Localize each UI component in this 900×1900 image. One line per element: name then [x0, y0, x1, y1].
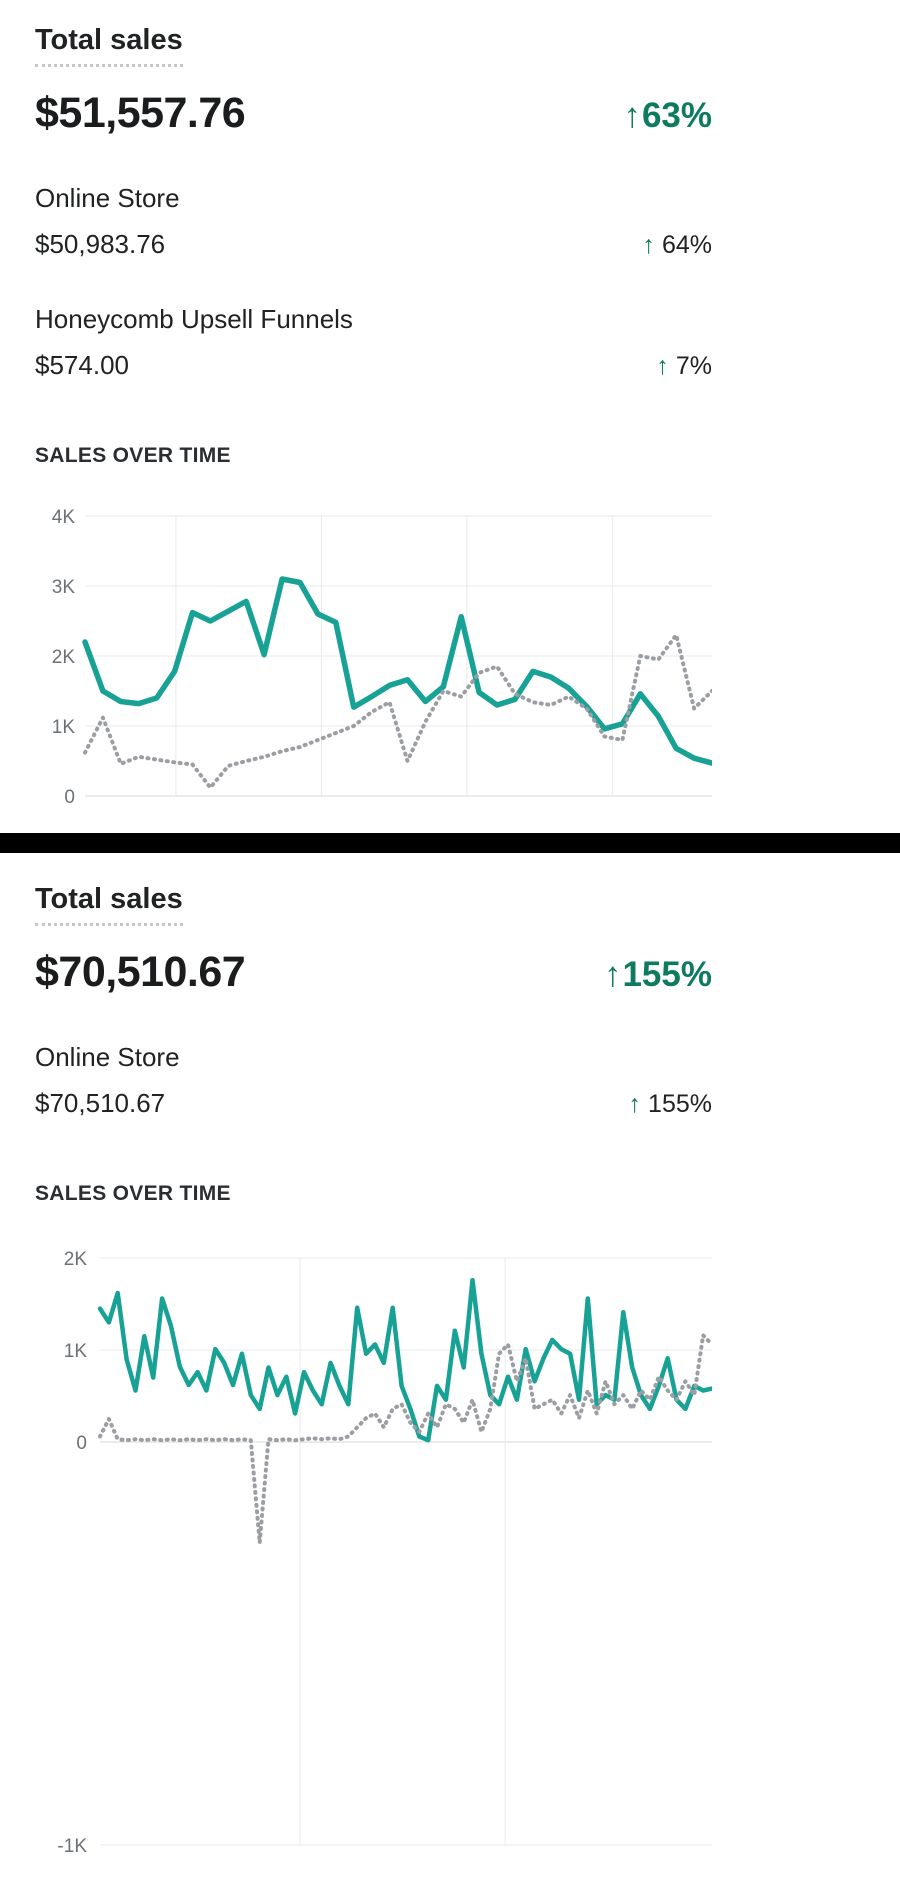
channel-value: $574.00	[35, 350, 129, 380]
channel-change-pct: 155%	[648, 1090, 712, 1118]
channel-label: Online Store	[35, 1042, 180, 1072]
channel-label: Honeycomb Upsell Funnels	[35, 304, 353, 334]
channel-change-badge: ↑ 7%	[656, 350, 712, 382]
channel-change-badge: ↑ 64%	[642, 229, 712, 261]
svg-text:2K: 2K	[52, 647, 76, 668]
total-sales-change-badge: ↑63%	[623, 96, 712, 136]
sales-over-time-chart-2[interactable]: 2K 1K 0 -1K	[35, 1240, 712, 1886]
up-arrow-icon: ↑	[642, 231, 655, 259]
panel-divider	[0, 833, 900, 853]
channel-metric-online-store: Online Store $70,510.67 ↑ 155%	[35, 1041, 712, 1120]
channel-change-badge: ↑ 155%	[629, 1088, 712, 1120]
svg-text:0: 0	[64, 787, 75, 808]
channel-value: $50,983.76	[35, 229, 166, 259]
total-sales-value: $51,557.76	[35, 89, 246, 137]
channel-metric-online-store: Online Store $50,983.76 ↑ 64%	[35, 182, 712, 261]
line-chart-2[interactable]: 2K 1K 0 -1K	[35, 1240, 712, 1886]
line-chart-1[interactable]: 4K 3K 2K 1K 0	[35, 502, 712, 817]
svg-text:2K: 2K	[64, 1249, 88, 1270]
sales-over-time-heading: SALES OVER TIME	[35, 1182, 231, 1205]
total-sales-title[interactable]: Total sales	[35, 883, 183, 926]
svg-text:3K: 3K	[52, 577, 76, 598]
total-sales-headline: $70,510.67 ↑155%	[35, 948, 712, 997]
up-arrow-icon: ↑	[623, 96, 641, 135]
sales-report-card-2: Total sales $70,510.67 ↑155% Online Stor…	[0, 853, 900, 1886]
svg-text:4K: 4K	[52, 507, 76, 528]
up-arrow-icon: ↑	[603, 955, 622, 994]
channel-label: Online Store	[35, 183, 180, 213]
total-sales-title[interactable]: Total sales	[35, 24, 183, 67]
sales-report-card-1: Total sales $51,557.76 ↑63% Online Store…	[0, 0, 900, 817]
up-arrow-icon: ↑	[656, 352, 669, 380]
total-sales-value: $70,510.67	[35, 948, 246, 996]
sales-over-time-heading: SALES OVER TIME	[35, 444, 231, 467]
channel-change-pct: 64%	[661, 231, 712, 259]
svg-text:1K: 1K	[64, 1341, 88, 1362]
channel-change-pct: 7%	[675, 352, 712, 380]
total-sales-change-pct: 63%	[641, 96, 712, 135]
svg-text:-1K: -1K	[57, 1836, 87, 1857]
svg-text:0: 0	[76, 1433, 87, 1454]
total-sales-headline: $51,557.76 ↑63%	[35, 89, 712, 138]
total-sales-change-badge: ↑155%	[604, 955, 712, 995]
sales-over-time-chart-1[interactable]: 4K 3K 2K 1K 0	[35, 502, 712, 817]
channel-value: $70,510.67	[35, 1088, 166, 1118]
svg-text:1K: 1K	[52, 717, 76, 738]
channel-metric-honeycomb: Honeycomb Upsell Funnels $574.00 ↑ 7%	[35, 303, 712, 382]
up-arrow-icon: ↑	[628, 1090, 642, 1118]
total-sales-change-pct: 155%	[622, 955, 712, 994]
